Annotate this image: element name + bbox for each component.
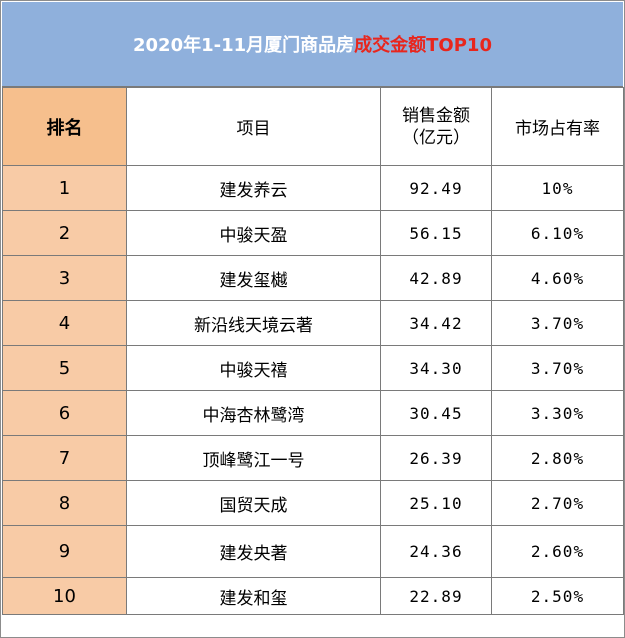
rank-cell: 1: [2, 165, 127, 211]
share-cell: 4.60%: [491, 255, 624, 301]
rank-cell: 5: [2, 345, 127, 391]
table-row: 1 建发养云 92.49 10%: [2, 165, 624, 211]
table-row: 6 中海杏林鹭湾 30.45 3.30%: [2, 390, 624, 436]
project-cell: 中骏天盈: [126, 210, 381, 256]
sales-cell: 34.42: [380, 300, 492, 346]
project-cell: 建发央著: [126, 525, 381, 578]
sales-cell: 34.30: [380, 345, 492, 391]
title-prefix: 2020年1-11月厦门商品房: [133, 35, 355, 56]
sales-cell: 30.45: [380, 390, 492, 436]
share-cell: 10%: [491, 165, 624, 211]
rank-cell: 10: [2, 577, 127, 615]
title-accent: 成交金额TOP10: [354, 35, 492, 56]
project-cell: 顶峰鹭江一号: [126, 435, 381, 481]
project-cell: 新沿线天境云著: [126, 300, 381, 346]
share-cell: 3.70%: [491, 345, 624, 391]
sales-ranking-table: 排名 项目 销售金额 （亿元） 市场占有率 1 建发养云 92.49 10% 2…: [2, 87, 624, 615]
table-row: 9 建发央著 24.36 2.60%: [2, 525, 624, 578]
project-cell: 建发玺樾: [126, 255, 381, 301]
rank-cell: 2: [2, 210, 127, 256]
table-header-row: 排名 项目 销售金额 （亿元） 市场占有率: [2, 87, 624, 166]
sales-cell: 24.36: [380, 525, 492, 578]
rank-cell: 3: [2, 255, 127, 301]
share-cell: 3.30%: [491, 390, 624, 436]
rank-cell: 4: [2, 300, 127, 346]
table-row: 2 中骏天盈 56.15 6.10%: [2, 210, 624, 256]
header-project: 项目: [126, 87, 381, 166]
header-sales: 销售金额 （亿元）: [380, 87, 492, 166]
rank-cell: 9: [2, 525, 127, 578]
share-cell: 6.10%: [491, 210, 624, 256]
sales-cell: 25.10: [380, 480, 492, 526]
project-cell: 中海杏林鹭湾: [126, 390, 381, 436]
share-cell: 2.80%: [491, 435, 624, 481]
sales-cell: 92.49: [380, 165, 492, 211]
project-cell: 建发和玺: [126, 577, 381, 615]
share-cell: 2.60%: [491, 525, 624, 578]
project-cell: 建发养云: [126, 165, 381, 211]
rank-cell: 8: [2, 480, 127, 526]
header-sales-line1: 销售金额: [402, 105, 470, 126]
header-sales-line2: （亿元）: [402, 127, 470, 148]
project-cell: 国贸天成: [126, 480, 381, 526]
share-cell: 2.70%: [491, 480, 624, 526]
table-row: 8 国贸天成 25.10 2.70%: [2, 480, 624, 526]
rank-cell: 6: [2, 390, 127, 436]
table-row: 4 新沿线天境云著 34.42 3.70%: [2, 300, 624, 346]
share-cell: 3.70%: [491, 300, 624, 346]
rank-cell: 7: [2, 435, 127, 481]
sales-cell: 26.39: [380, 435, 492, 481]
table-row: 3 建发玺樾 42.89 4.60%: [2, 255, 624, 301]
header-share: 市场占有率: [491, 87, 624, 166]
sales-cell: 56.15: [380, 210, 492, 256]
sales-cell: 22.89: [380, 577, 492, 615]
table-row: 10 建发和玺 22.89 2.50%: [2, 577, 624, 615]
table-title: 2020年1-11月厦门商品房 成交金额TOP10: [2, 2, 623, 87]
sales-cell: 42.89: [380, 255, 492, 301]
share-cell: 2.50%: [491, 577, 624, 615]
project-cell: 中骏天禧: [126, 345, 381, 391]
table-row: 5 中骏天禧 34.30 3.70%: [2, 345, 624, 391]
header-rank: 排名: [2, 87, 127, 166]
table-row: 7 顶峰鹭江一号 26.39 2.80%: [2, 435, 624, 481]
